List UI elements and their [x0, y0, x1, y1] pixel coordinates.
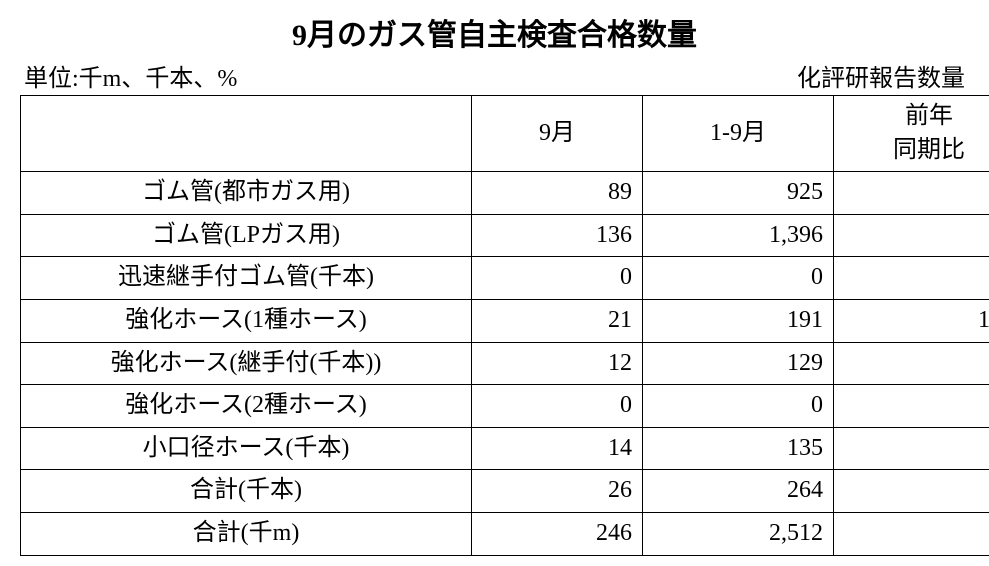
cell-value: 95 — [834, 512, 989, 555]
data-table: 9月 1-9月 前年同期比 ゴム管(都市ガス用)8992589ゴム管(LPガス用… — [20, 95, 989, 556]
col-header-blank — [21, 96, 472, 172]
table-header-row: 9月 1-9月 前年同期比 — [21, 96, 989, 172]
cell-value: 191 — [643, 299, 834, 342]
table-row: ゴム管(LPガス用)1361,39697 — [21, 214, 989, 257]
cell-value: 129 — [643, 342, 834, 385]
col-header-ytd: 1-9月 — [643, 96, 834, 172]
cell-value: 89 — [834, 172, 989, 215]
cell-value: 89 — [472, 172, 643, 215]
col-header-yoy: 前年同期比 — [834, 96, 989, 172]
cell-value: 0 — [472, 257, 643, 300]
cell-value: 1,396 — [643, 214, 834, 257]
cell-value: 12 — [472, 342, 643, 385]
table-row: 強化ホース(2種ホース)00- — [21, 385, 989, 428]
cell-value: 2,512 — [643, 512, 834, 555]
table-row: 合計(千本)2626489 — [21, 470, 989, 513]
cell-value: 84 — [834, 427, 989, 470]
row-label: ゴム管(都市ガス用) — [21, 172, 472, 215]
row-label: 強化ホース(継手付(千本)) — [21, 342, 472, 385]
unit-note: 単位:千m、千本、% — [24, 58, 237, 93]
cell-value: 246 — [472, 512, 643, 555]
cell-value: 0 — [643, 257, 834, 300]
cell-value: 26 — [472, 470, 643, 513]
table-row: 迅速継手付ゴム管(千本)00- — [21, 257, 989, 300]
cell-value: 21 — [472, 299, 643, 342]
cell-value: 97 — [834, 214, 989, 257]
page-title: 9月のガス管自主検査合格数量 — [20, 10, 969, 54]
table-row: 合計(千m)2462,51295 — [21, 512, 989, 555]
table-row: 強化ホース(継手付(千本))1212996 — [21, 342, 989, 385]
cell-value: 135 — [643, 427, 834, 470]
row-label: 迅速継手付ゴム管(千本) — [21, 257, 472, 300]
row-label: ゴム管(LPガス用) — [21, 214, 472, 257]
cell-value: - — [834, 385, 989, 428]
cell-value: 122 — [834, 299, 989, 342]
row-label: 強化ホース(1種ホース) — [21, 299, 472, 342]
table-row: 強化ホース(1種ホース)21191122 — [21, 299, 989, 342]
cell-value: 136 — [472, 214, 643, 257]
cell-value: 0 — [472, 385, 643, 428]
cell-value: 14 — [472, 427, 643, 470]
col-header-sep: 9月 — [472, 96, 643, 172]
cell-value: 89 — [834, 470, 989, 513]
row-label: 合計(千本) — [21, 470, 472, 513]
row-label: 合計(千m) — [21, 512, 472, 555]
row-label: 強化ホース(2種ホース) — [21, 385, 472, 428]
cell-value: - — [834, 257, 989, 300]
source-note: 化評研報告数量 — [797, 58, 965, 93]
table-row: ゴム管(都市ガス用)8992589 — [21, 172, 989, 215]
cell-value: 96 — [834, 342, 989, 385]
cell-value: 0 — [643, 385, 834, 428]
row-label: 小口径ホース(千本) — [21, 427, 472, 470]
cell-value: 925 — [643, 172, 834, 215]
table-row: 小口径ホース(千本)1413584 — [21, 427, 989, 470]
cell-value: 264 — [643, 470, 834, 513]
